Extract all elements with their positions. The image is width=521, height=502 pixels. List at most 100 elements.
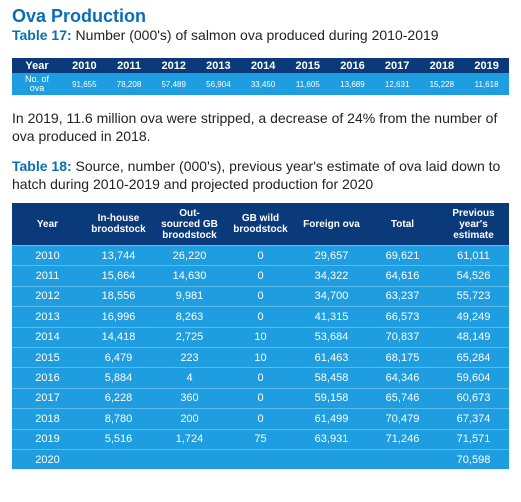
table18-cell: 10	[225, 326, 296, 348]
table18-cell: 200	[154, 408, 225, 430]
table18-cell: 65,746	[367, 387, 438, 409]
table18-cell: 48,149	[438, 326, 509, 348]
table18-cell: 8,263	[154, 306, 225, 328]
table18-cell: 41,315	[296, 306, 367, 328]
table18-column-header: Out-sourced GB broodstock	[154, 203, 225, 246]
table18-cell: 53,684	[296, 326, 367, 348]
table18-body: 2010 13,744 26,220 0 29,657 69,621 61,011 2011 1…	[12, 244, 509, 470]
table18-cell: 34,700	[296, 285, 367, 307]
table18-row: 2010 13,744 26,220 0 29,657 69,621 61,011	[12, 244, 509, 266]
table18-cell: 10	[225, 346, 296, 368]
table18-cell: 2018	[12, 408, 83, 430]
table18-cell: 70,837	[367, 326, 438, 348]
table18-cell: 14,418	[83, 326, 154, 348]
table18-row: 2012 18,556 9,981 0 34,700 63,237 55,723	[12, 285, 509, 307]
table18-cell: 54,526	[438, 265, 509, 287]
table18-cell: 1,724	[154, 428, 225, 450]
table18-cell: 64,346	[367, 367, 438, 389]
table18-cell: 5,884	[83, 367, 154, 389]
table18-header-line: sourced GB	[161, 218, 218, 230]
table18: Year In-house broodstock Out-sourced GB broo…	[12, 203, 509, 470]
table18-header-line: Foreign ova	[303, 218, 360, 230]
table18-cell: 61,499	[296, 408, 367, 430]
table18-cell: 60,673	[438, 387, 509, 409]
table18-header-line: Total	[390, 218, 415, 230]
table17-row-label-line2: ova	[29, 83, 45, 93]
table18-cell: 2014	[12, 326, 83, 348]
table18-cell: 71,246	[367, 428, 438, 450]
table18-cell: 2012	[12, 285, 83, 307]
table18-cell: 2011	[12, 265, 83, 287]
table18-column-header: In-house broodstock	[83, 203, 154, 246]
table18-header-line: estimate	[453, 229, 494, 241]
table17-value-cell: 33,450	[240, 73, 286, 95]
table18-cell: 13,744	[83, 244, 154, 266]
table18-cell: 18,556	[83, 285, 154, 307]
table18-header-line: year's	[459, 218, 488, 230]
table18-cell: 0	[225, 285, 296, 307]
table18-caption: Table 18: Source, number (000's), previo…	[12, 157, 509, 193]
table17-year-header: 2016	[330, 58, 375, 73]
table17: Year 2010 2011 2012 2013 2014 2015 2016 2017 201…	[12, 58, 509, 95]
table18-caption-label: Table 18:	[12, 158, 72, 174]
table17-caption: Table 17: Number (000's) of salmon ova p…	[12, 26, 509, 44]
table18-cell: 2020	[12, 448, 83, 470]
table17-value-cell: 12,631	[374, 73, 420, 95]
table18-cell: 2013	[12, 306, 83, 328]
table18-cell	[154, 448, 225, 470]
table18-cell: 69,621	[367, 244, 438, 266]
table18-cell: 63,237	[367, 285, 438, 307]
table18-cell: 14,630	[154, 265, 225, 287]
document: Ova Production Table 17: Number (000's) …	[12, 6, 509, 470]
table17-year-header: 2018	[419, 58, 465, 73]
table18-cell: 2010	[12, 244, 83, 266]
table17-year-header: 2014	[240, 58, 286, 73]
table18-cell: 0	[225, 306, 296, 328]
table17-value-cell: 15,228	[419, 73, 465, 95]
table18-row: 2018 8,780 200 0 61,499 70,479 67,374	[12, 408, 509, 430]
table18-cell: 2,725	[154, 326, 225, 348]
table18-header-line: broodstock	[91, 224, 146, 235]
table18-column-header: GB wild broodstock	[225, 203, 296, 246]
table18-row: 2020 70,598	[12, 448, 509, 470]
table17-caption-label: Table 17:	[12, 27, 72, 43]
table18-cell: 0	[225, 387, 296, 409]
table18-cell: 2017	[12, 387, 83, 409]
table18-cell: 2015	[12, 346, 83, 368]
table18-caption-text: Source, number (000's), previous year's …	[12, 158, 501, 192]
table17-year-header: 2010	[62, 58, 107, 73]
table18-cell: 4	[154, 367, 225, 389]
table17-year-header: 2019	[464, 58, 509, 73]
table18-cell: 2016	[12, 367, 83, 389]
table18-column-header: Year	[12, 203, 83, 246]
table17-value-cell: 11,618	[464, 73, 509, 95]
table18-cell: 26,220	[154, 244, 225, 266]
table18-header-line: Previous	[452, 207, 495, 219]
table18-cell: 8,780	[83, 408, 154, 430]
table18-header-line: broodstock	[233, 224, 288, 235]
table18-header-line: broodstock	[162, 229, 217, 241]
table17-row-label: No. of ova	[12, 73, 62, 95]
table18-cell: 6,479	[83, 346, 154, 368]
table18-header-line: Year	[36, 218, 59, 230]
table18-cell: 49,249	[438, 306, 509, 328]
table17-year-header: 2015	[285, 58, 331, 73]
table17-year-header: 2012	[151, 58, 197, 73]
table17-row-label-line1: No. of	[24, 74, 49, 84]
table18-cell: 71,571	[438, 428, 509, 450]
table18-row: 2013 16,996 8,263 0 41,315 66,573 49,249	[12, 306, 509, 328]
table17-value-cell: 11,605	[285, 73, 331, 95]
table18-cell: 2019	[12, 428, 83, 450]
table18-cell: 5,516	[83, 428, 154, 450]
table18-header-line: GB wild	[241, 213, 280, 224]
table18-cell: 0	[225, 408, 296, 430]
table18-header-row: Year In-house broodstock Out-sourced GB broo…	[12, 203, 509, 246]
table17-value-cell: 13,689	[330, 73, 375, 95]
table18-header-line: Out-	[179, 207, 200, 219]
table18-cell: 66,573	[367, 306, 438, 328]
table17-value-cell: 57,489	[151, 73, 197, 95]
table18-cell: 58,458	[296, 367, 367, 389]
table18-cell	[367, 448, 438, 470]
table18-cell: 59,158	[296, 387, 367, 409]
table18-cell: 223	[154, 346, 225, 368]
